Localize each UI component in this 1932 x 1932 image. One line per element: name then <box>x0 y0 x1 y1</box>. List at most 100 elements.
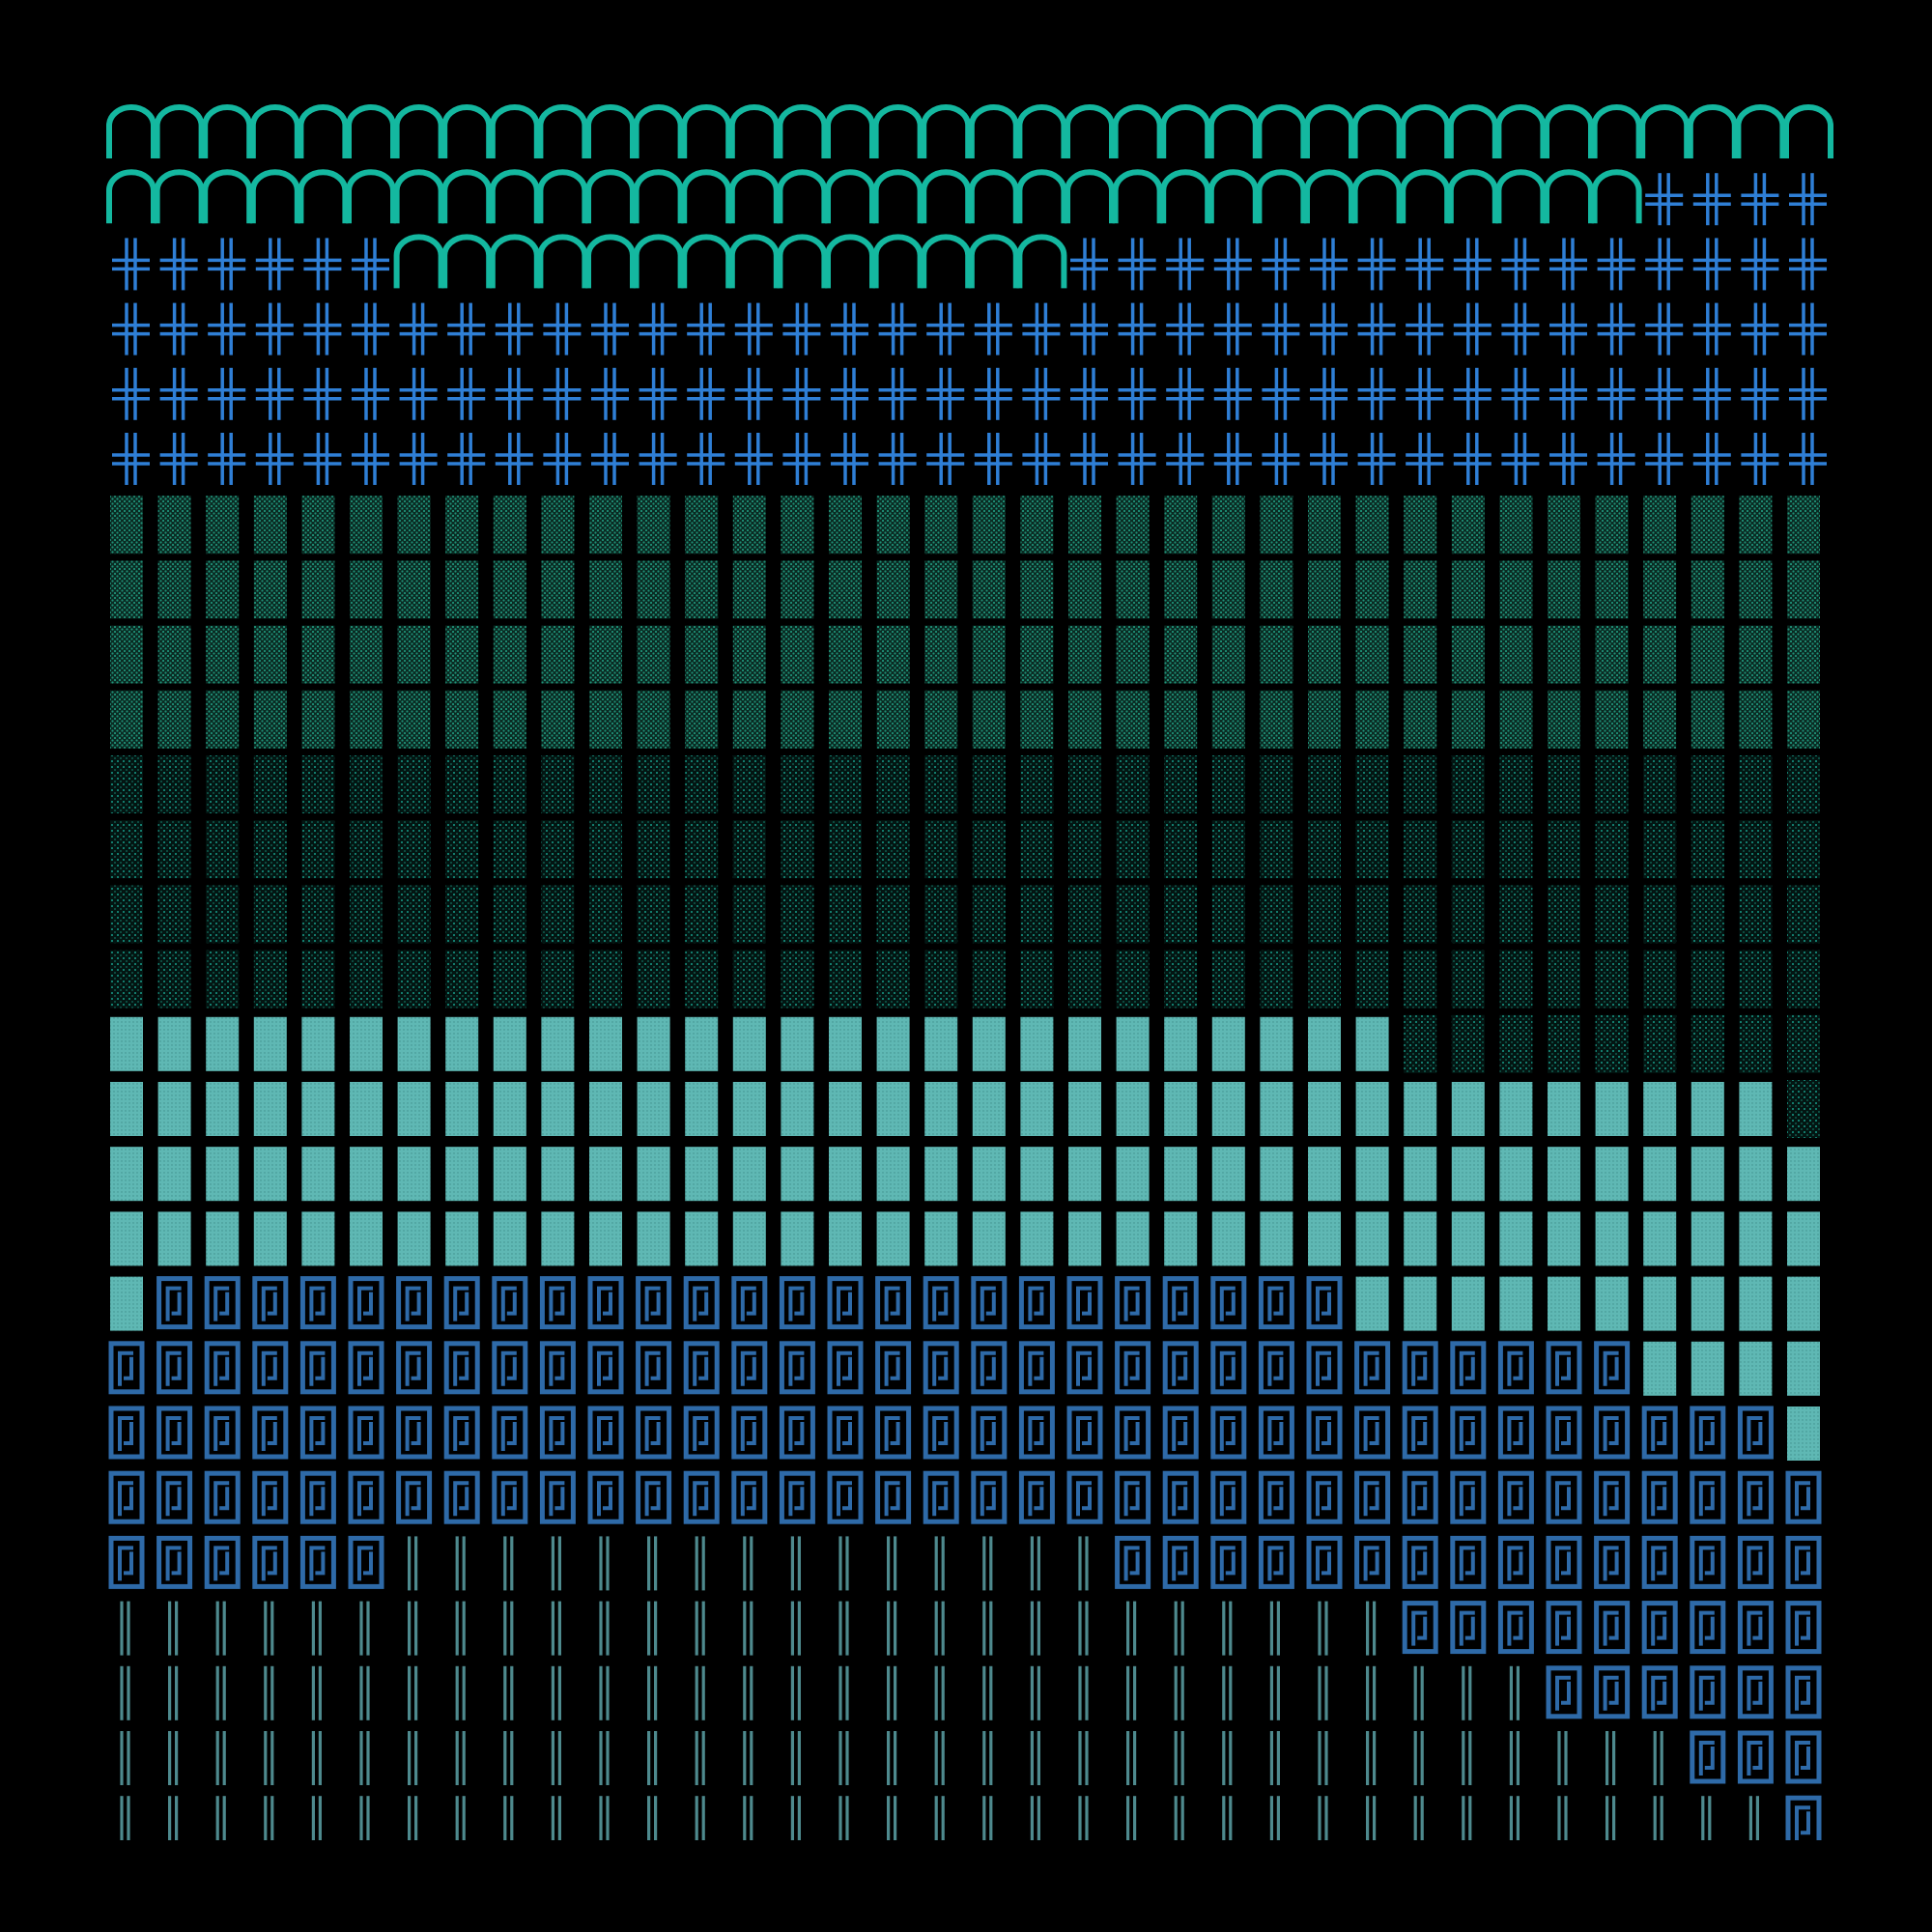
frame-icon <box>827 1406 864 1460</box>
stipple-sparse-pattern <box>1451 820 1485 879</box>
cross-icon <box>255 433 294 485</box>
cross-icon <box>1645 433 1684 485</box>
frame-icon <box>875 1470 912 1524</box>
cross-icon <box>591 302 629 355</box>
stipple-sparse-pattern <box>1116 755 1150 813</box>
cross-icon <box>591 433 629 485</box>
stipple-dense-pattern <box>301 560 335 619</box>
frame-icon <box>156 1470 193 1524</box>
double-bar-icon <box>695 1601 705 1656</box>
cross-icon <box>112 238 150 291</box>
arch-icon <box>681 169 732 224</box>
frame-icon <box>299 1535 336 1589</box>
cross-icon <box>1213 302 1252 355</box>
dotted-block-pattern <box>1260 1147 1293 1202</box>
arch-icon <box>1016 234 1067 289</box>
cross-icon <box>831 302 868 355</box>
frame-icon <box>1546 1341 1582 1395</box>
cross-icon <box>352 433 389 485</box>
dotted-block-pattern <box>1355 1147 1389 1202</box>
frame-icon <box>108 1535 145 1589</box>
double-bar-icon <box>982 1665 993 1720</box>
stipple-dense-pattern <box>781 496 814 554</box>
frame-icon <box>1210 1341 1247 1395</box>
double-bar-icon <box>743 1536 753 1591</box>
stipple-sparse-pattern <box>781 885 814 944</box>
dotted-block-pattern <box>1020 1016 1054 1071</box>
cross-icon <box>1741 433 1779 485</box>
double-bar-icon <box>120 1796 130 1840</box>
stipple-sparse-pattern <box>924 885 958 944</box>
dotted-block-pattern <box>1164 1211 1198 1266</box>
frame-icon <box>492 1406 528 1460</box>
dotted-block-pattern <box>397 1082 431 1136</box>
frame-icon <box>1115 1470 1151 1524</box>
dotted-block-pattern <box>1116 1082 1150 1136</box>
stipple-sparse-pattern <box>541 885 575 944</box>
stipple-sparse-pattern <box>1451 755 1485 813</box>
dotted-block-pattern <box>350 1016 383 1071</box>
cross-icon <box>399 367 438 420</box>
arch-icon <box>633 234 684 289</box>
stipple-dense-pattern <box>1068 690 1101 749</box>
frame-icon <box>1737 1601 1774 1655</box>
frame-icon <box>1162 1406 1199 1460</box>
dotted-block-pattern <box>1211 1082 1245 1136</box>
arch-icon <box>1495 104 1547 158</box>
double-bar-icon <box>1318 1796 1328 1840</box>
stipple-dense-pattern <box>1116 690 1150 749</box>
cross-icon <box>782 302 821 355</box>
arch-icon <box>154 104 205 158</box>
frame-icon <box>156 1341 193 1395</box>
dotted-block-pattern <box>829 1016 862 1071</box>
stipple-sparse-pattern <box>1595 820 1629 879</box>
stipple-sparse-pattern <box>685 755 719 813</box>
cross-icon <box>1310 238 1348 291</box>
stipple-sparse-pattern <box>110 820 143 879</box>
cross-icon <box>352 238 389 291</box>
arch-icon <box>106 169 156 224</box>
stipple-sparse-pattern <box>1164 755 1198 813</box>
double-bar-icon <box>408 1536 418 1591</box>
stipple-dense-pattern <box>685 560 719 619</box>
stipple-dense-pattern <box>541 625 575 684</box>
dotted-block-pattern <box>732 1147 766 1202</box>
stipple-sparse-pattern <box>397 820 431 879</box>
stipple-sparse-pattern <box>206 885 240 944</box>
dotted-block-pattern <box>1116 1147 1150 1202</box>
frame-icon <box>1018 1470 1055 1524</box>
cross-icon <box>1789 238 1827 291</box>
double-bar-icon <box>1269 1731 1281 1785</box>
cross-icon <box>159 302 198 355</box>
frame-icon <box>731 1470 768 1524</box>
cross-icon <box>1166 433 1205 485</box>
frame-icon <box>443 1276 480 1330</box>
dotted-block-pattern <box>1404 1211 1437 1266</box>
double-bar-icon <box>1125 1731 1137 1785</box>
double-bar-icon <box>1269 1796 1281 1840</box>
stipple-sparse-pattern <box>1404 950 1437 1009</box>
double-bar-icon <box>264 1601 274 1656</box>
double-bar-icon <box>599 1665 610 1720</box>
cross-icon <box>1213 433 1252 485</box>
cross-icon <box>639 367 677 420</box>
frame-icon <box>827 1470 864 1524</box>
arch-icon <box>921 104 972 158</box>
double-bar-icon <box>551 1601 562 1656</box>
cross-icon <box>1453 238 1492 291</box>
frame-icon <box>875 1341 912 1395</box>
frame-icon <box>587 1276 624 1330</box>
double-bar-icon <box>1653 1731 1663 1785</box>
stipple-dense-pattern <box>1211 560 1245 619</box>
double-bar-icon <box>455 1601 466 1656</box>
cross-icon <box>831 433 868 485</box>
dotted-block-pattern <box>1355 1276 1389 1331</box>
stipple-dense-pattern <box>1404 690 1437 749</box>
stipple-dense-pattern <box>110 625 143 684</box>
dotted-block-pattern <box>924 1016 958 1071</box>
frame-icon <box>1785 1535 1822 1589</box>
frame-icon <box>1306 1341 1343 1395</box>
dotted-block-pattern <box>493 1082 526 1136</box>
stipple-sparse-pattern <box>301 755 335 813</box>
stipple-sparse-pattern <box>1355 950 1389 1009</box>
